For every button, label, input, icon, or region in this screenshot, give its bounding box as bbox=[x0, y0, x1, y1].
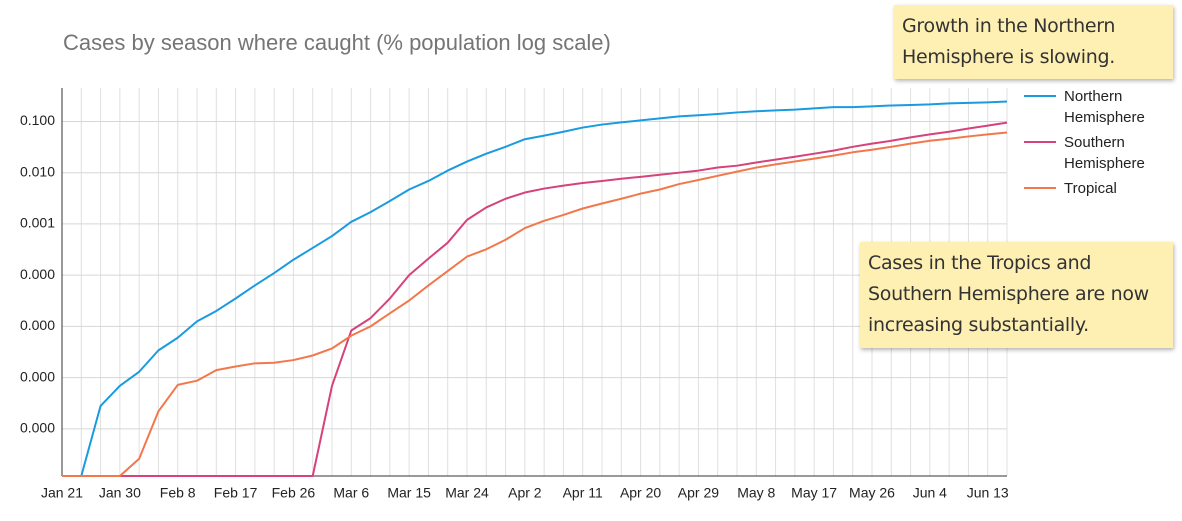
legend-item: Southern Hemisphere bbox=[1022, 132, 1182, 174]
legend-label: Southern Hemisphere bbox=[1064, 134, 1145, 172]
legend-item: Tropical bbox=[1022, 178, 1182, 199]
legend: Northern Hemisphere Southern Hemisphere Tr… bbox=[1022, 86, 1182, 203]
y-tick-label: 0.000 bbox=[20, 420, 55, 436]
x-tick-label: May 26 bbox=[849, 485, 895, 501]
y-tick-label: 0.001 bbox=[20, 215, 55, 231]
series-line bbox=[62, 131, 1008, 477]
legend-swatch bbox=[1024, 187, 1056, 189]
x-tick-label: Apr 20 bbox=[620, 485, 661, 501]
y-tick-label: 0.000 bbox=[20, 266, 55, 282]
legend-swatch bbox=[1024, 141, 1056, 143]
legend-swatch bbox=[1024, 95, 1056, 97]
x-tick-label: May 8 bbox=[737, 485, 775, 501]
x-tick-label: Jan 21 bbox=[41, 485, 83, 501]
x-tick-label: Apr 2 bbox=[508, 485, 542, 501]
x-tick-label: Mar 24 bbox=[445, 485, 489, 501]
chart-title: Cases by season where caught (% populati… bbox=[63, 30, 611, 55]
legend-item: Northern Hemisphere bbox=[1022, 86, 1182, 128]
y-tick-label: 0.010 bbox=[20, 163, 55, 179]
x-tick-label: Feb 26 bbox=[272, 485, 316, 501]
x-tick-label: Jun 4 bbox=[913, 485, 947, 501]
y-tick-label: 0.000 bbox=[20, 317, 55, 333]
series-line bbox=[62, 121, 1008, 477]
x-tick-label: Jan 30 bbox=[99, 485, 141, 501]
y-tick-label: 0.100 bbox=[20, 112, 55, 128]
x-tick-label: Jun 13 bbox=[967, 485, 1009, 501]
annotation: Cases in the Tropics and Southern Hemisp… bbox=[860, 242, 1173, 348]
y-tick-label: 0.000 bbox=[20, 368, 55, 384]
x-tick-label: Mar 6 bbox=[333, 485, 369, 501]
legend-label: Tropical bbox=[1064, 180, 1117, 197]
legend-label: Northern Hemisphere bbox=[1064, 88, 1145, 126]
x-tick-label: Feb 8 bbox=[160, 485, 196, 501]
series-line bbox=[62, 100, 1008, 477]
x-tick-label: Apr 11 bbox=[563, 485, 603, 501]
x-tick-label: Feb 17 bbox=[214, 485, 258, 501]
x-tick-label: May 17 bbox=[791, 485, 837, 501]
annotation: Growth in the Northern Hemisphere is slo… bbox=[894, 5, 1173, 79]
x-tick-label: Mar 15 bbox=[387, 485, 431, 501]
x-tick-label: Apr 29 bbox=[678, 485, 719, 501]
